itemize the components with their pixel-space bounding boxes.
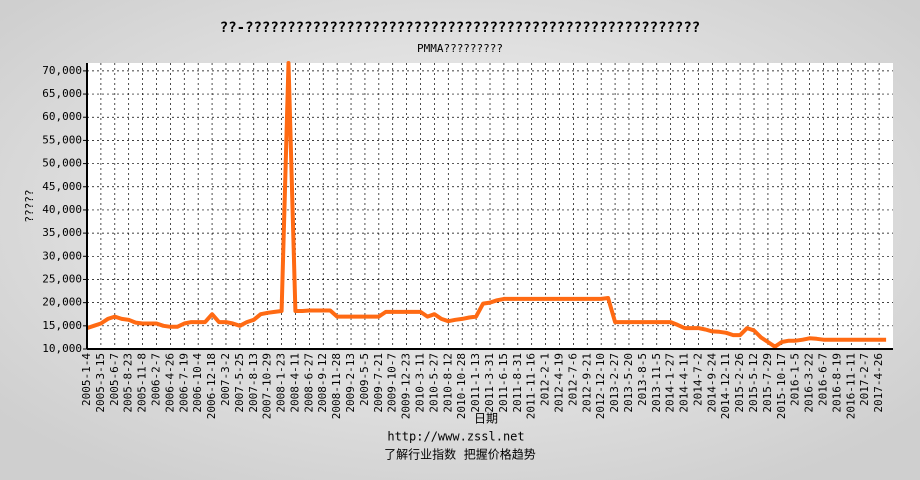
x-tick-label: 2012-4-19 [552,353,565,413]
x-tick-label: 2017-4-26 [872,353,885,413]
x-tick-label: 2014-9-24 [705,353,718,413]
y-tick-label: 35,000 [42,226,82,239]
x-tick-label: 2014-12-11 [719,353,732,419]
y-tick-label: 40,000 [42,203,82,216]
x-tick-label: 2008-1-23 [275,353,288,413]
x-tick-label: 2016-8-19 [830,353,843,413]
y-tick-label: 45,000 [42,180,82,193]
chart-title: ??-?????????????????????????????????????… [220,20,700,36]
x-tick-label: 2006-12-18 [205,353,218,419]
x-tick-label: 2011-11-16 [525,353,538,419]
x-tick-label: 2006-2-7 [149,353,162,406]
x-tick-label: 2013-11-5 [650,353,663,413]
x-tick-label: 2005-8-23 [122,353,135,413]
x-tick-label: 2009-12-23 [400,353,413,419]
y-tick-label: 20,000 [42,296,82,309]
x-tick-label: 2009-7-21 [372,353,385,413]
x-tick-label: 2012-12-10 [594,353,607,419]
x-tick-label: 2009-5-5 [358,353,371,406]
price-line [86,61,887,349]
x-tick-label: 2015-7-29 [761,353,774,413]
footer-slogan: 了解行业指数 把握价格趋势 [384,447,536,462]
x-tick-label: 2006-10-4 [191,353,204,413]
x-axis-label: 日期 [474,412,498,426]
x-tick-label: 2009-2-13 [344,353,357,413]
x-tick-label: 2005-1-4 [80,353,93,406]
x-tick-label: 2011-8-31 [511,353,524,413]
x-tick-label: 2010-8-12 [441,353,454,413]
plot-area [87,63,893,349]
x-tick-label: 2007-10-29 [261,353,274,419]
y-tick-label: 70,000 [42,64,82,77]
x-tick-label: 2012-7-6 [566,353,579,406]
y-axis-label: ????? [23,189,36,222]
x-tick-label: 2013-8-5 [636,353,649,406]
x-tick-label: 2011-1-13 [469,353,482,413]
x-tick-label: 2017-2-7 [858,353,871,406]
x-tick-label: 2006-7-19 [177,353,190,413]
x-tick-label: 2014-4-11 [678,353,691,413]
y-tick-label: 10,000 [42,342,82,355]
y-tick-label: 65,000 [42,87,82,100]
footer-url: http://www.zssl.net [387,430,524,444]
x-tick-label: 2008-4-11 [288,353,301,413]
x-tick-label: 2005-6-7 [108,353,121,406]
x-tick-label: 2011-6-15 [497,353,510,413]
x-tick-label: 2010-5-27 [427,353,440,413]
x-tick-label: 2013-5-20 [622,353,635,413]
x-tick-label: 2008-6-27 [302,353,315,413]
x-tick-label: 2007-8-13 [247,353,260,413]
x-tick-label: 2015-10-17 [775,353,788,419]
x-tick-label: 2010-10-28 [455,353,468,419]
x-tick-label: 2016-3-22 [803,353,816,413]
x-tick-label: 2005-11-8 [136,353,149,413]
x-tick-label: 2014-1-27 [664,353,677,413]
x-tick-label: 2008-9-12 [316,353,329,413]
x-tick-label: 2014-7-2 [691,353,704,406]
y-tick-label: 25,000 [42,272,82,285]
x-tick-label: 2008-11-28 [330,353,343,419]
x-tick-label: 2012-9-21 [580,353,593,413]
x-tick-label: 2007-5-25 [233,353,246,413]
x-tick-label: 2016-1-5 [789,353,802,406]
y-tick-label: 15,000 [42,319,82,332]
x-tick-label: 2013-2-27 [608,353,621,413]
y-tick-label: 55,000 [42,133,82,146]
x-tick-label: 2010-3-11 [414,353,427,413]
y-tick-label: 50,000 [42,157,82,170]
x-tick-label: 2015-2-26 [733,353,746,413]
x-tick-label: 2012-2-1 [539,353,552,406]
x-tick-label: 2007-3-2 [219,353,232,406]
x-tick-label: 2016-6-7 [817,353,830,406]
x-tick-label: 2005-3-15 [94,353,107,413]
x-tick-label: 2015-5-12 [747,353,760,413]
x-tick-label: 2009-10-7 [386,353,399,413]
x-tick-label: 2011-3-31 [483,353,496,413]
y-tick-label: 30,000 [42,249,82,262]
x-tick-label: 2016-11-11 [844,353,857,419]
chart-subtitle: PMMA????????? [417,42,503,55]
x-tick-label: 2006-4-26 [163,353,176,413]
y-tick-label: 60,000 [42,110,82,123]
